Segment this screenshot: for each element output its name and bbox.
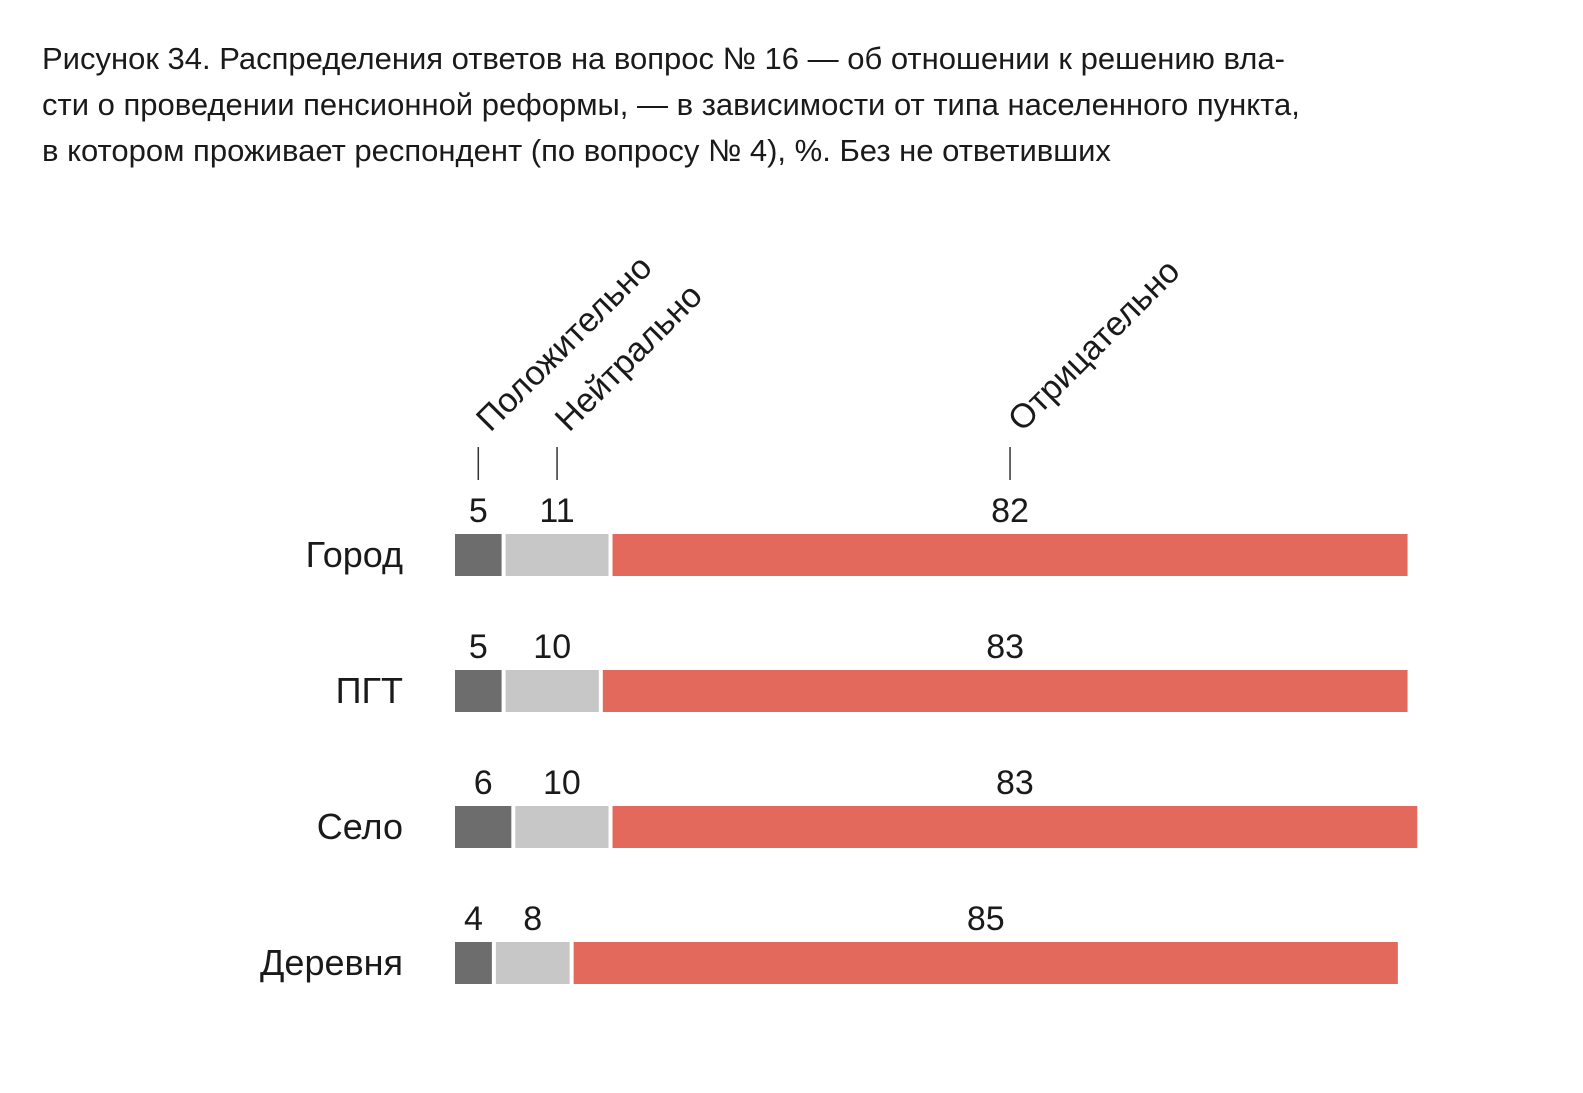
legend-label-negative: Отрицательно xyxy=(1001,252,1188,439)
bar-segment-neutral xyxy=(505,670,599,712)
bars: Город 5 11 82 ПГТ 5 10 83 Село 6 10 83 Деревня 4 8 85 xyxy=(260,492,1418,984)
category-label: Село xyxy=(317,806,403,847)
chart-title: Рисунок 34. Распределения ответов на воп… xyxy=(42,36,1542,174)
value-label: 4 xyxy=(464,900,483,938)
value-label: 10 xyxy=(543,764,581,802)
bar-segment-neutral xyxy=(505,534,609,576)
bar-segment-positive xyxy=(455,534,502,576)
bar-segment-neutral xyxy=(495,942,570,984)
chart-title-line-3: в котором проживает респондент (по вопро… xyxy=(42,133,1111,168)
value-label: 83 xyxy=(996,764,1034,802)
value-label: 6 xyxy=(474,764,493,802)
bar-segment-negative xyxy=(573,942,1398,984)
value-label: 5 xyxy=(469,492,488,530)
bar-segment-positive xyxy=(455,942,492,984)
bar-segment-negative xyxy=(612,534,1408,576)
value-label: 8 xyxy=(523,900,542,938)
value-label: 5 xyxy=(469,628,488,666)
category-label: Деревня xyxy=(260,942,403,983)
value-label: 83 xyxy=(986,628,1024,666)
bar-segment-negative xyxy=(602,670,1408,712)
bar-segment-positive xyxy=(455,670,502,712)
value-label: 10 xyxy=(533,628,571,666)
value-label: 85 xyxy=(967,900,1005,938)
bar-segment-negative xyxy=(612,806,1418,848)
category-label: ПГТ xyxy=(336,670,403,711)
category-label: Город xyxy=(306,534,403,575)
chart-title-line-1: Рисунок 34. Распределения ответов на воп… xyxy=(42,41,1285,76)
value-label: 82 xyxy=(991,492,1029,530)
value-label: 11 xyxy=(539,492,574,530)
chart-title-line-2: сти о проведении пенсионной реформы, — в… xyxy=(42,87,1300,122)
bar-segment-neutral xyxy=(515,806,609,848)
bar-segment-positive xyxy=(455,806,512,848)
